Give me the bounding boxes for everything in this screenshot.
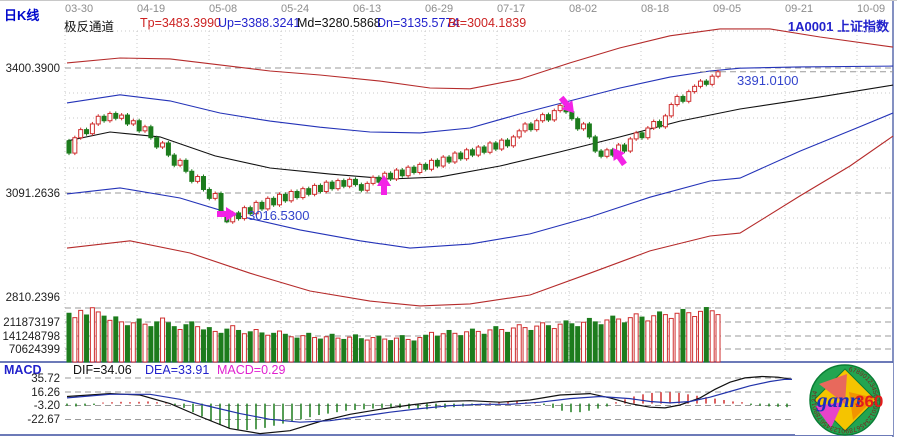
macd-dea-value: DEA=33.91 (145, 363, 210, 377)
macd-dif-value: DIF=34.06 (73, 363, 132, 377)
gann360-logo: 678901234567890123456789012345678901234g… (795, 363, 893, 436)
svg-text:141248798: 141248798 (2, 331, 60, 343)
channel-tp (66, 28, 894, 90)
dea-line (66, 378, 793, 423)
channel-up (66, 65, 894, 134)
price-annotation: 3391.0100 (737, 73, 798, 88)
channel-lines (66, 28, 894, 307)
chart-period-label[interactable]: 日K线 (4, 8, 40, 23)
svg-text:09-21: 09-21 (785, 3, 813, 15)
svg-text:09-05: 09-05 (713, 3, 741, 15)
signal-arrow (613, 148, 627, 167)
signal-arrow (558, 95, 574, 113)
svg-text:10-09: 10-09 (857, 3, 885, 15)
signal-arrow (377, 175, 391, 195)
svg-text:3400.3900: 3400.3900 (6, 63, 60, 75)
volume-bars (66, 307, 721, 363)
svg-text:3091.2636: 3091.2636 (6, 188, 60, 200)
svg-text:07-17: 07-17 (497, 3, 525, 15)
channel-md (66, 84, 894, 180)
svg-text:70624399: 70624399 (9, 344, 60, 356)
signal-arrows (217, 95, 627, 221)
svg-text:08-18: 08-18 (641, 3, 669, 15)
indicator-bt-value: Bt=3004.1839 (448, 16, 527, 30)
channel-dn (66, 112, 894, 249)
signal-arrow (217, 207, 237, 221)
macd-macd-value: MACD=0.29 (217, 363, 286, 377)
svg-text:2810.2396: 2810.2396 (6, 292, 60, 304)
logo-gann-text: gann (816, 388, 861, 412)
candlesticks (66, 69, 721, 224)
indicator-up-value: Up=3388.3241 (218, 16, 301, 30)
svg-text:06-29: 06-29 (425, 3, 453, 15)
price-annotation: 3016.5300 (248, 208, 309, 223)
macd-histogram (66, 392, 788, 431)
macd-panel-title[interactable]: MACD (4, 363, 42, 377)
svg-text:-3.20: -3.20 (34, 400, 60, 412)
svg-text:03-30: 03-30 (65, 3, 93, 15)
logo-360-text: 360 (855, 392, 883, 411)
svg-text:211873197: 211873197 (3, 317, 60, 329)
dif-line (66, 375, 793, 435)
svg-text:05-08: 05-08 (209, 3, 237, 15)
svg-text:-22.67: -22.67 (27, 414, 60, 426)
macd-lines (66, 375, 793, 435)
axis-labels: 03-30 04-19 05-08 05-24 06-13 06-29 07-17 08-02… (2, 3, 885, 426)
svg-text:04-19: 04-19 (137, 3, 165, 15)
annotations: 3016.5300 3391.0100 (248, 73, 798, 223)
indicator-md-value: Md=3280.5868 (297, 16, 381, 30)
indicator-tp-value: Tp=3483.3990 (140, 16, 221, 30)
symbol-name[interactable]: 1A0001 上证指数 (787, 19, 889, 34)
indicator-dn-value: Dn=3135.5774 (377, 16, 460, 30)
svg-text:35.72: 35.72 (31, 373, 60, 385)
channel-bt (66, 135, 894, 307)
svg-text:16.26: 16.26 (31, 387, 60, 399)
svg-text:05-24: 05-24 (281, 3, 309, 15)
svg-text:06-13: 06-13 (353, 3, 381, 15)
svg-text:08-02: 08-02 (569, 3, 597, 15)
